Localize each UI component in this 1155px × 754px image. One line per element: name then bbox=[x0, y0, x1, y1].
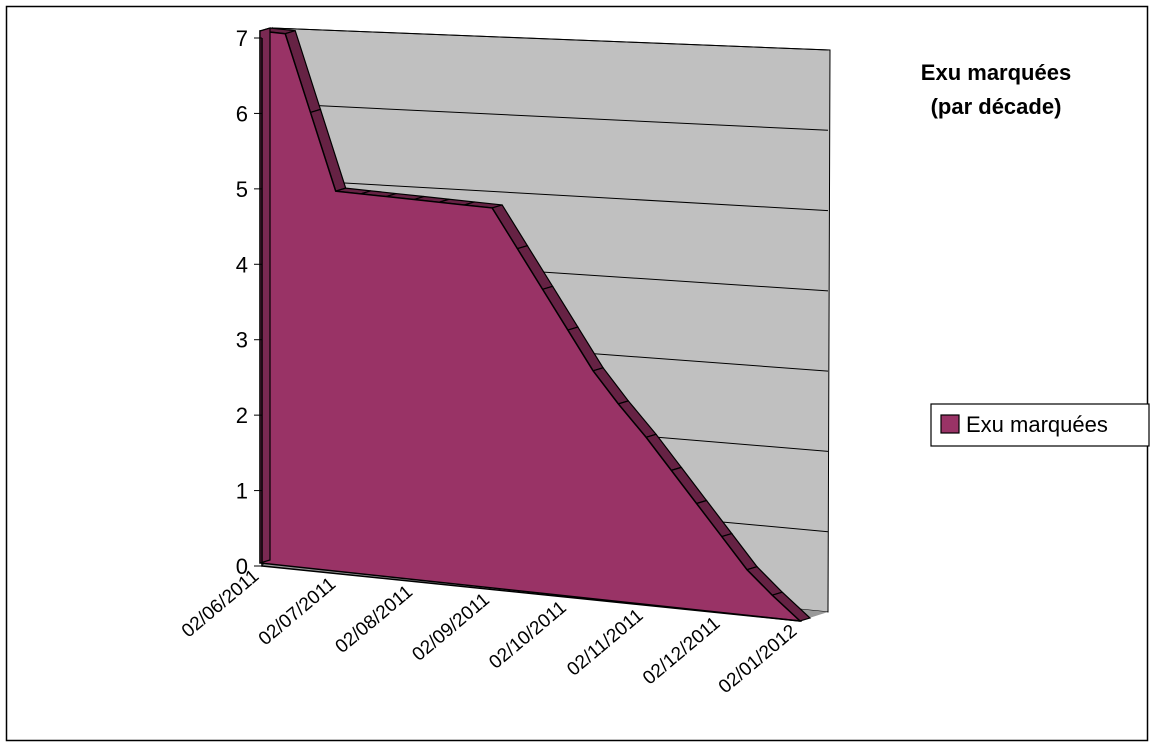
chart-title-line-2: (par décade) bbox=[931, 94, 1062, 119]
y-tick-label: 3 bbox=[236, 328, 248, 353]
legend-label: Exu marquées bbox=[966, 412, 1108, 437]
legend-swatch bbox=[941, 415, 959, 433]
chart-title-line-1: Exu marquées bbox=[921, 60, 1071, 85]
y-tick-label: 2 bbox=[236, 403, 248, 428]
y-tick-label: 4 bbox=[236, 252, 248, 277]
y-tick-label: 6 bbox=[236, 101, 248, 126]
legend: Exu marquées bbox=[931, 404, 1149, 446]
y-tick-label: 7 bbox=[236, 26, 248, 51]
y-tick-label: 1 bbox=[236, 479, 248, 504]
y-tick-label: 5 bbox=[236, 177, 248, 202]
